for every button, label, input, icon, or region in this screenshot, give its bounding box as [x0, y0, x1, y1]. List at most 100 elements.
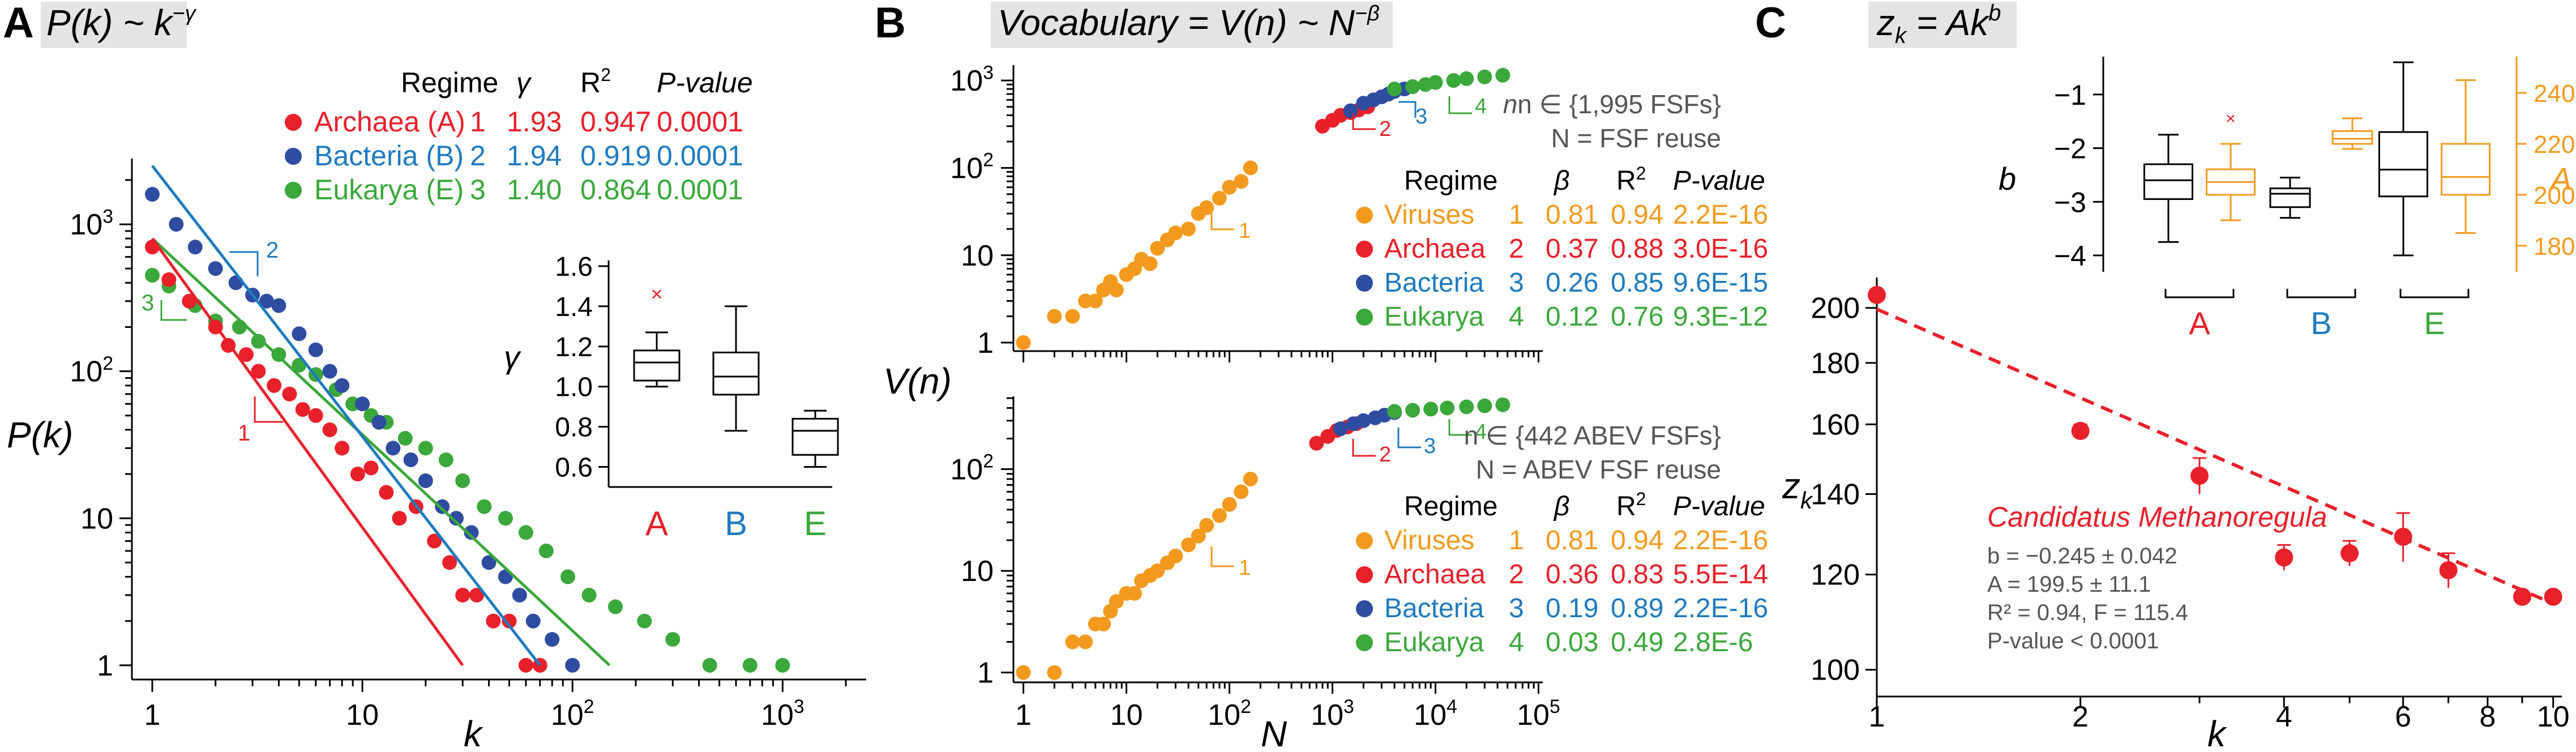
y-tick-label: 180: [1811, 347, 1860, 380]
x-tick-label: 10: [346, 699, 379, 732]
y-tick-label: 1: [977, 657, 994, 690]
b-legend-name: Eukarya: [1384, 627, 1484, 657]
panel-b-title: Vocabulary = V(n) ~ N−β: [998, 2, 1380, 43]
regime-2-label: 2: [266, 238, 279, 263]
point-archaea: [182, 293, 197, 309]
inset-y-tick-label: 1.4: [555, 292, 593, 322]
point-eukarya: [1446, 73, 1461, 88]
panel-c-stat-p: P-value < 0.0001: [1987, 629, 2159, 653]
point-viruses: [1181, 221, 1196, 237]
point-eukarya: [665, 632, 681, 647]
point-zk: [2190, 467, 2209, 485]
b-legend-header-r2: R2: [1616, 163, 1646, 196]
point-eukarya: [477, 499, 492, 514]
legend-archaea-p: 0.0001: [657, 106, 743, 138]
point-eukarya: [1387, 404, 1402, 419]
point-viruses: [1243, 471, 1258, 486]
point-viruses: [1016, 665, 1031, 680]
point-archaea: [308, 408, 323, 423]
b-legend-r2: 0.85: [1611, 268, 1663, 298]
x-tick-label: 2: [2072, 700, 2089, 733]
point-eukarya: [742, 657, 758, 673]
y-tick-label: 102: [70, 353, 113, 388]
panel-b-marks: [1016, 67, 1510, 680]
point-bacteria: [308, 342, 323, 357]
point-viruses: [1168, 548, 1183, 563]
b-legend-p: 9.3E-12: [1673, 302, 1768, 332]
inset-right-tick-label: 200: [2534, 182, 2575, 210]
inset-left-tick-label: −3: [2054, 186, 2086, 218]
regime-1-label: 1: [238, 421, 250, 446]
legend-header-regime: Regime: [401, 67, 498, 99]
inset-category-label: B: [2310, 305, 2331, 341]
x-tick-label: 1: [1015, 699, 1032, 732]
b-bot-regime-3-label: 3: [1424, 434, 1436, 458]
b-legend-r2: 0.49: [1611, 627, 1663, 657]
point-eukarya: [1387, 82, 1402, 97]
legend-header-r2: R2: [580, 65, 611, 99]
point-bacteria: [144, 187, 160, 202]
panel-c-stat-a: A = 199.5 ± 11.1: [1987, 572, 2151, 597]
point-bacteria: [271, 298, 286, 313]
b-legend-name: Archaea: [1384, 559, 1486, 589]
x-tick-label: 10: [2537, 700, 2570, 733]
point-zk: [2071, 422, 2090, 441]
point-archaea: [335, 441, 350, 456]
b-legend-regime: 1: [1509, 525, 1524, 556]
b-top-regime-1-bracket: [1210, 210, 1234, 230]
legend-eukarya-r2: 0.864: [580, 174, 651, 206]
group-bracket: [2164, 289, 2235, 298]
inset-y-tick-label: 1.0: [555, 373, 593, 403]
regime-2-bracket: [229, 251, 259, 276]
b-top-regime-2-bracket: [1352, 113, 1376, 130]
y-tick-label: 102: [950, 149, 994, 185]
point-archaea: [502, 613, 517, 629]
panel-c-xlabel: k: [2207, 713, 2227, 752]
point-viruses: [1181, 537, 1196, 553]
point-viruses: [1243, 160, 1258, 176]
panel-b-bot-note1: n ∈ {442 ABEV FSFs}: [1464, 421, 1721, 450]
point-eukarya: [1440, 400, 1455, 416]
b-legend-dot: [1356, 634, 1373, 651]
point-viruses: [1109, 283, 1124, 298]
point-bacteria: [464, 525, 479, 540]
panel-b-letter: B: [875, 0, 906, 47]
x-tick-label: 105: [1517, 696, 1560, 732]
inset-y-tick-label: 0.6: [555, 453, 593, 483]
point-zk: [2439, 561, 2458, 579]
point-viruses: [1199, 518, 1214, 533]
point-eukarya: [1495, 397, 1510, 412]
legend-bacteria-p: 0.0001: [657, 140, 743, 172]
y-tick-label: 1: [97, 650, 113, 682]
b-legend-p: 2.8E-6: [1673, 627, 1753, 657]
b-top-regime-2-label: 2: [1379, 117, 1391, 141]
inset-category-label: E: [804, 505, 827, 542]
point-archaea: [427, 533, 442, 549]
point-viruses: [1142, 256, 1158, 271]
b-legend-r2: 0.94: [1611, 200, 1663, 230]
b-legend-name: Eukarya: [1384, 302, 1484, 332]
y-tick-label: 102: [950, 451, 994, 486]
b-bot-regime-1-bracket: [1210, 546, 1234, 567]
point-archaea: [442, 555, 457, 570]
panel-b-ylabel: V(n): [883, 361, 952, 401]
panel-c-marks: [1868, 285, 2562, 606]
legend-archaea-r2: 0.947: [580, 106, 651, 138]
point-viruses: [1191, 528, 1206, 544]
y-tick-label: 10: [961, 240, 994, 272]
point-zk: [2340, 544, 2359, 563]
panel-b-title-bg: [991, 2, 1393, 48]
y-tick-label: 10: [961, 555, 994, 588]
inset-left-tick-label: −1: [2054, 79, 2086, 111]
b-legend-regime: 3: [1509, 593, 1524, 623]
point-archaea: [295, 402, 310, 417]
panel-c-title-bg: [1868, 2, 2017, 48]
point-eukarya: [607, 599, 623, 614]
point-eukarya: [1459, 399, 1474, 415]
inset-y-tick-label: 1.2: [555, 332, 593, 362]
point-eukarya: [144, 268, 160, 283]
box-iqr: [2331, 130, 2373, 145]
fit-line-eukarya: [151, 237, 611, 666]
